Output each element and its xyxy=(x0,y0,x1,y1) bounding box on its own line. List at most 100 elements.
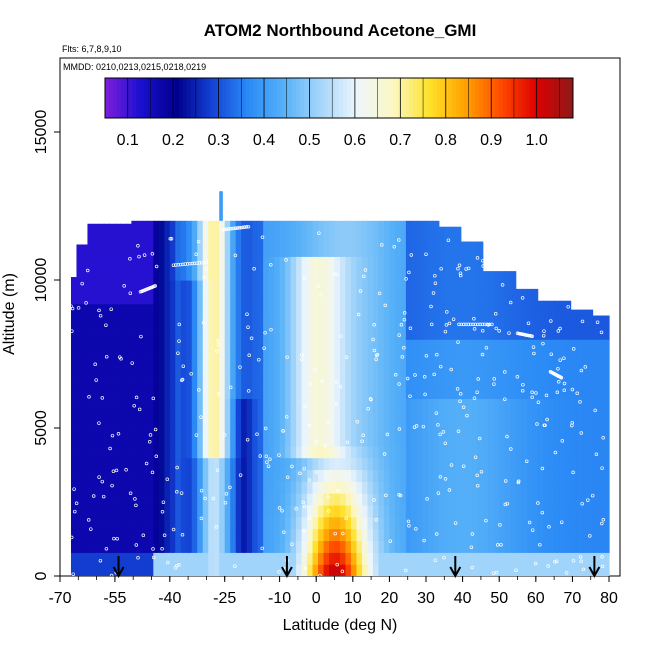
colorbar-swatch xyxy=(108,78,114,118)
colorbar-swatch xyxy=(444,78,449,118)
heatmap-cell xyxy=(208,362,215,376)
heatmap-cell xyxy=(147,374,154,388)
x-axis: -70 -55 -40 -25 -10 0 10 20 30 40 50 60 70 80 xyxy=(48,576,618,607)
sample-point xyxy=(69,304,73,308)
sample-point xyxy=(459,322,464,327)
sample-point xyxy=(134,395,139,400)
sample-point xyxy=(432,372,436,377)
heatmap-cell xyxy=(345,433,352,447)
heatmap-cell xyxy=(70,457,78,471)
heatmap-cell xyxy=(537,339,544,352)
sample-point xyxy=(228,227,232,231)
heatmap-cell xyxy=(169,268,176,281)
heatmap-cell xyxy=(114,268,121,281)
heatmap-cell xyxy=(103,268,111,281)
heatmap-cell xyxy=(559,528,566,542)
heatmap-cell xyxy=(411,564,418,576)
heatmap-cell xyxy=(87,280,94,293)
sample-point xyxy=(553,450,558,455)
heatmap-cell xyxy=(191,469,198,482)
heatmap-cell xyxy=(340,220,347,234)
heatmap-cell xyxy=(263,469,270,482)
heatmap-cell xyxy=(219,422,226,435)
heatmap-cell xyxy=(241,244,248,257)
heatmap-cell xyxy=(603,339,610,352)
heatmap-cell xyxy=(263,232,270,246)
heatmap-cell xyxy=(504,374,511,388)
heatmap-cell xyxy=(471,291,478,305)
heatmap-cell xyxy=(136,244,143,257)
heatmap-cell xyxy=(350,552,358,565)
heatmap-cell xyxy=(521,374,528,388)
heatmap-cell xyxy=(235,481,242,494)
heatmap-cell xyxy=(103,362,111,376)
heatmap-cell xyxy=(466,351,473,364)
heatmap-cell xyxy=(367,374,374,388)
sample-point xyxy=(436,491,441,495)
heatmap-cell xyxy=(114,504,121,518)
heatmap-cell xyxy=(290,268,297,281)
heatmap-cell xyxy=(543,386,550,399)
sample-point xyxy=(545,417,549,422)
heatmap-cell xyxy=(378,481,385,494)
heatmap-cell xyxy=(592,469,599,482)
heatmap-cell xyxy=(252,351,259,364)
heatmap-cell xyxy=(427,422,434,435)
heatmap-cell xyxy=(422,327,429,340)
heatmap-cell xyxy=(169,327,176,340)
heatmap-cell xyxy=(361,256,369,269)
heatmap-cell xyxy=(285,374,292,388)
heatmap-cell xyxy=(296,398,303,411)
heatmap-cell xyxy=(235,433,242,447)
heatmap-cell xyxy=(345,327,352,340)
heatmap-cell xyxy=(230,339,237,352)
heatmap-cell xyxy=(92,516,100,530)
heatmap-cell xyxy=(164,457,171,471)
heatmap-cell xyxy=(76,445,83,459)
heatmap-cell xyxy=(537,386,544,399)
sample-point xyxy=(425,497,429,501)
heatmap-cell xyxy=(526,528,533,542)
heatmap-cell xyxy=(241,374,248,388)
heatmap-cell xyxy=(142,220,149,234)
heatmap-cell xyxy=(329,457,336,471)
heatmap-cell xyxy=(175,280,182,293)
heatmap-cell xyxy=(175,386,182,399)
heatmap-cell xyxy=(191,351,198,364)
heatmap-cell xyxy=(136,493,143,506)
heatmap-cell xyxy=(246,528,253,542)
heatmap-cell xyxy=(499,528,506,542)
heatmap-cell xyxy=(197,457,204,471)
heatmap-cell xyxy=(488,271,495,281)
heatmap-cell xyxy=(383,493,391,506)
heatmap-cell xyxy=(378,433,385,447)
heatmap-cell xyxy=(466,339,473,352)
heatmap-cell xyxy=(340,374,347,388)
heatmap-cell xyxy=(466,280,473,293)
heatmap-cell xyxy=(120,516,127,530)
heatmap-cell xyxy=(98,291,105,305)
heatmap-cell xyxy=(444,552,451,565)
heatmap-cell xyxy=(592,540,599,553)
colorbar-swatch xyxy=(381,78,387,118)
heatmap-cell xyxy=(290,433,297,447)
heatmap-cell xyxy=(81,339,89,352)
heatmap-cell xyxy=(444,422,451,435)
sample-point xyxy=(458,273,463,278)
heatmap-cell xyxy=(526,398,533,411)
heatmap-cell xyxy=(405,528,412,542)
sample-point xyxy=(374,353,379,357)
heatmap-cell xyxy=(235,552,242,565)
x-tick-label: -70 xyxy=(48,590,71,607)
heatmap-cell xyxy=(603,516,610,530)
heatmap-cell xyxy=(125,410,132,423)
heatmap-cell xyxy=(493,303,500,317)
heatmap-cell xyxy=(394,268,401,281)
sample-point xyxy=(475,390,479,394)
heatmap-cell xyxy=(147,552,154,565)
heatmap-cell xyxy=(372,268,380,281)
sample-point xyxy=(446,238,451,242)
heatmap-cell xyxy=(301,457,308,471)
heatmap-cell xyxy=(246,564,253,576)
sample-point xyxy=(445,310,449,314)
